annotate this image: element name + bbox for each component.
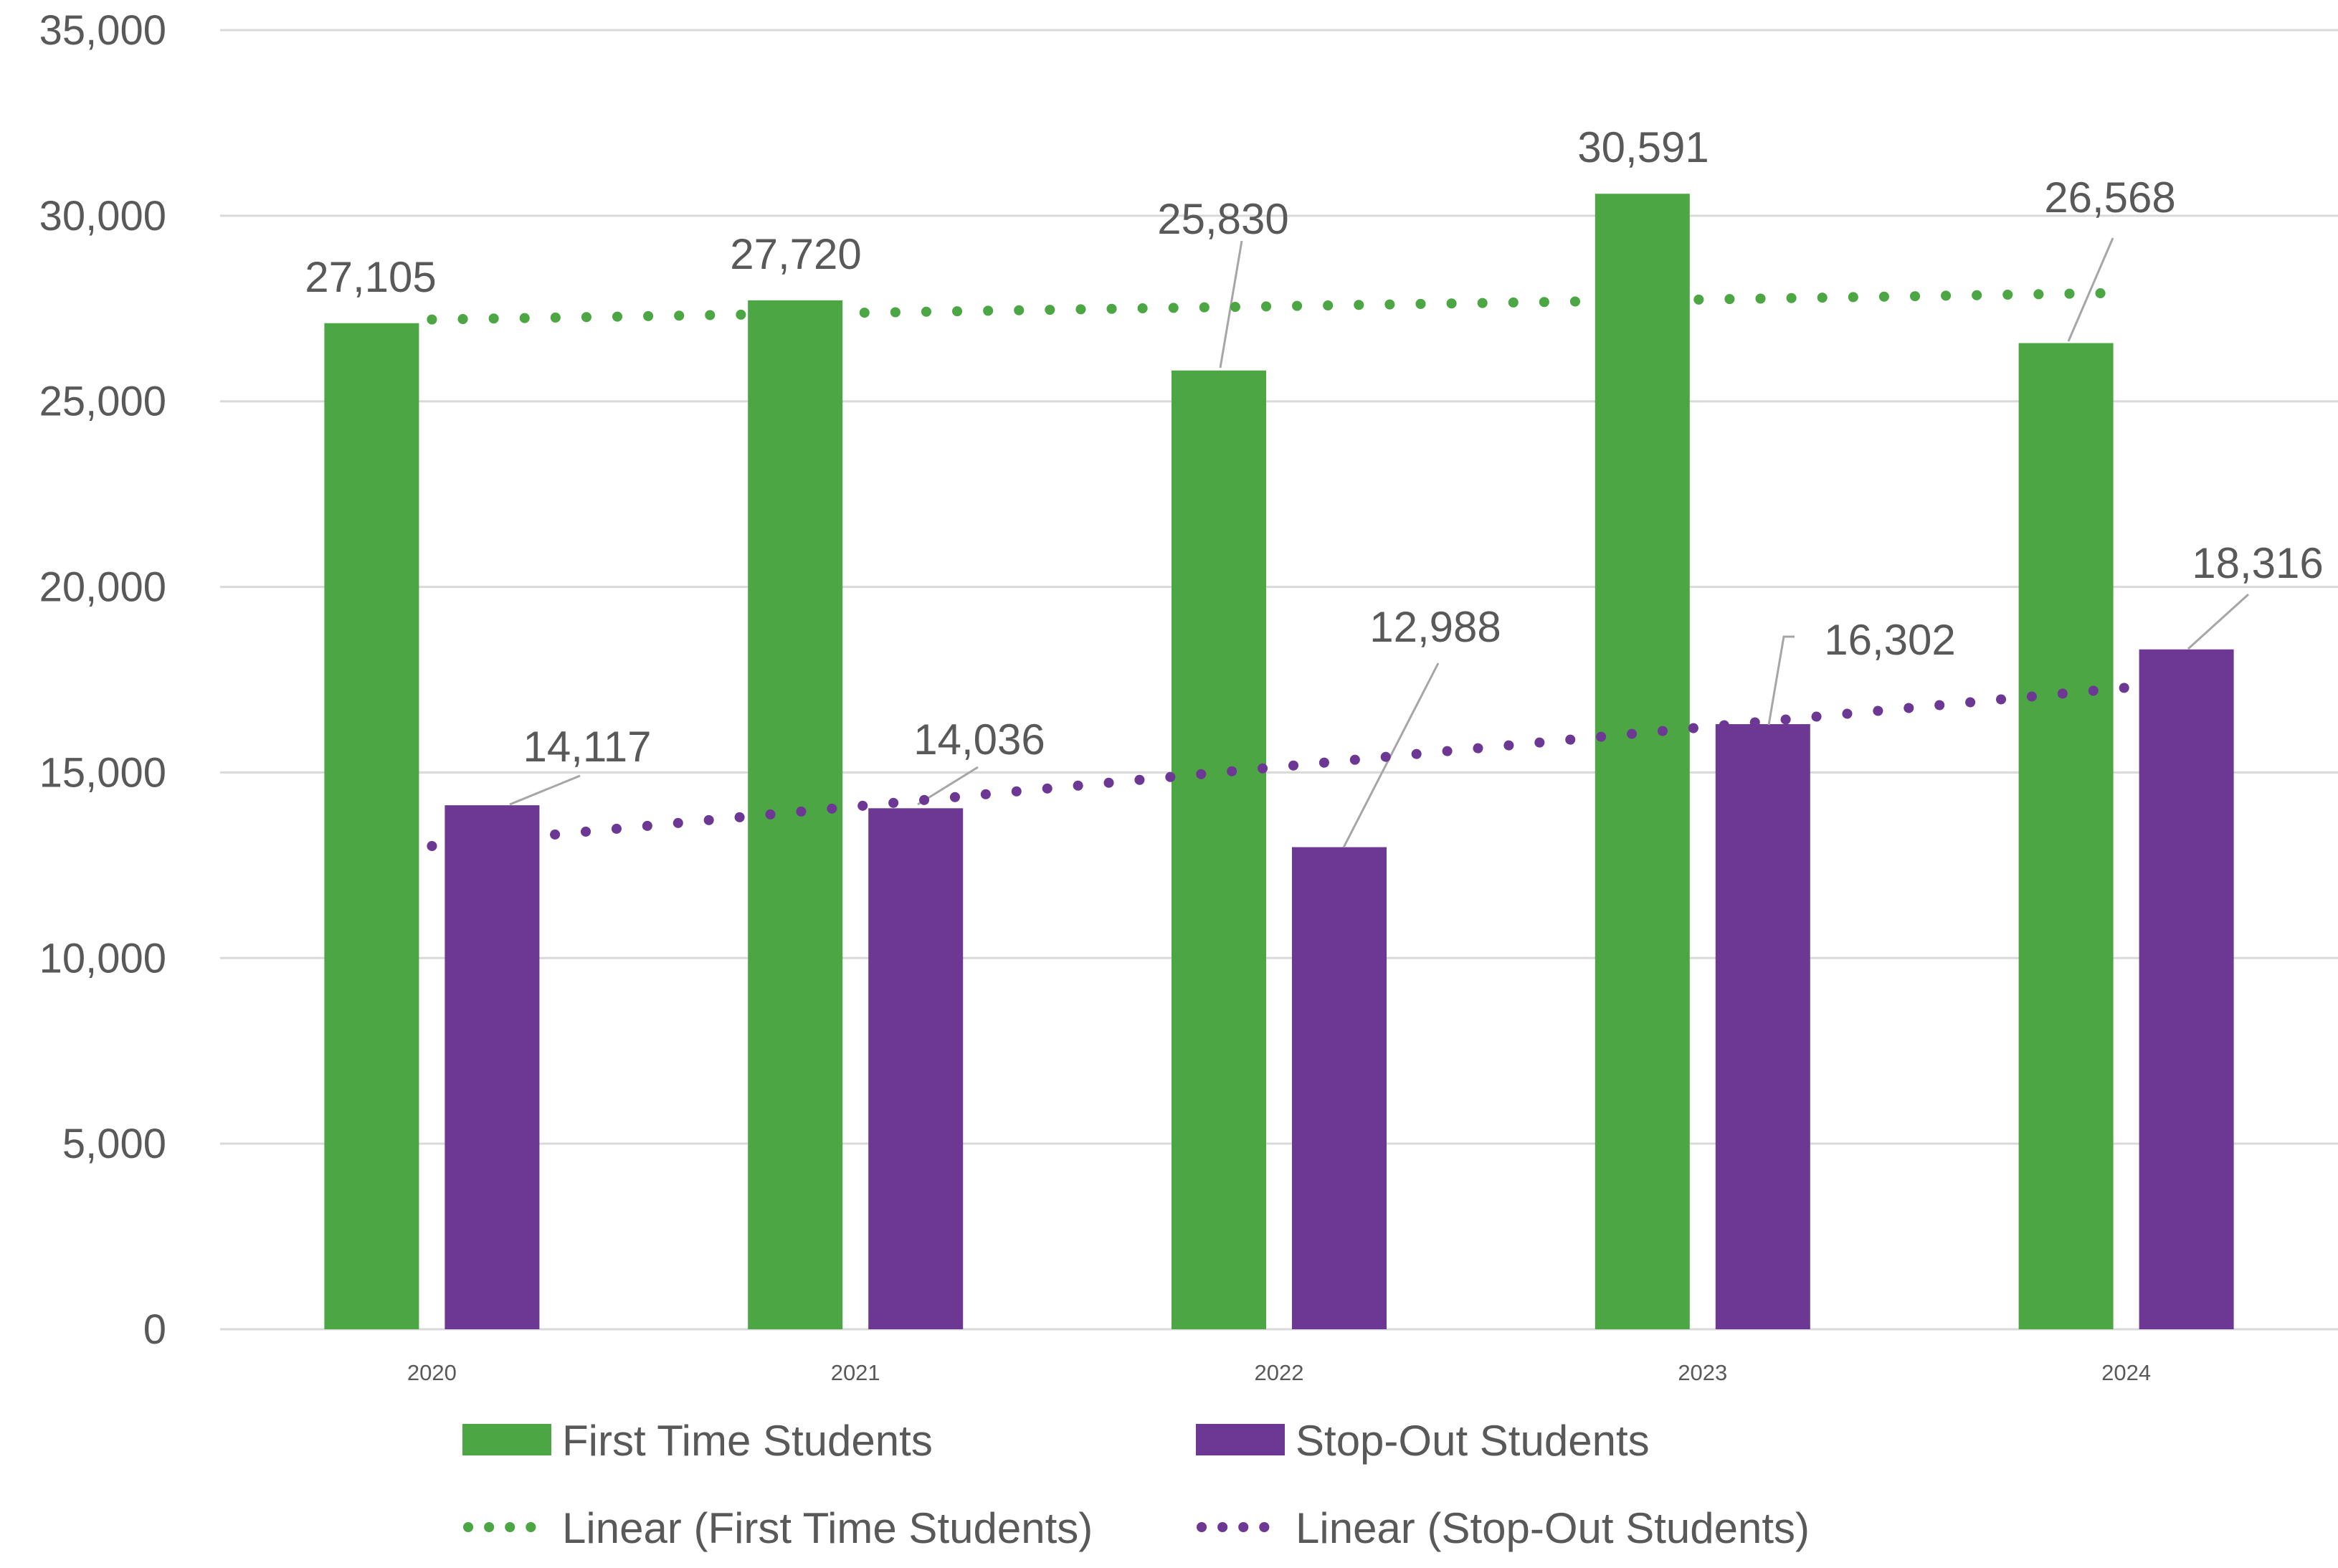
- data-label: 27,720: [730, 230, 862, 278]
- data-label: 14,117: [523, 723, 651, 771]
- legend-linear-stop-out: Linear (Stop-Out Students): [1197, 1504, 1810, 1552]
- legend-swatch: [462, 1424, 551, 1455]
- data-label: 14,036: [913, 716, 1045, 764]
- x-tick-label: 2020: [407, 1360, 457, 1385]
- leader-line: [1767, 635, 1795, 726]
- y-tick-label: 30,000: [39, 193, 166, 239]
- bars: [324, 194, 2234, 1330]
- x-tick-label: 2022: [1255, 1360, 1304, 1385]
- trendline-stop-out: [427, 683, 2132, 851]
- y-axis-ticks: 0 5,000 10,000 15,000 20,000 25,000 30,000 35,0…: [39, 7, 166, 1353]
- x-axis-ticks: 2020 2021 2022 2023 2024: [407, 1360, 2151, 1385]
- legend-linear-first-time: Linear (First Time Students): [463, 1504, 1093, 1552]
- trendline-first-time: [427, 288, 2132, 325]
- leader-line: [2067, 237, 2114, 342]
- bar-first-time-2024: [2018, 343, 2114, 1330]
- y-tick-label: 20,000: [39, 564, 166, 611]
- trendlines: [427, 288, 2132, 851]
- leader-line: [2187, 593, 2250, 650]
- bar-stop-out-2023: [1715, 724, 1810, 1329]
- bar-first-time-2023: [1595, 194, 1690, 1329]
- legend-swatch: [1196, 1424, 1285, 1455]
- data-label: 12,988: [1369, 603, 1501, 651]
- legend-first-time: First Time Students: [462, 1417, 933, 1465]
- y-tick-label: 0: [143, 1306, 166, 1353]
- data-label: 25,830: [1157, 195, 1289, 243]
- legend: First Time Students Stop-Out Students Line…: [462, 1417, 1810, 1552]
- data-label-leader-lines: [509, 237, 2250, 848]
- data-label: 16,302: [1824, 616, 1956, 664]
- legend-label: Stop-Out Students: [1296, 1417, 1650, 1465]
- leader-line: [1342, 662, 1440, 848]
- data-label: 30,591: [1577, 123, 1709, 171]
- bar-stop-out-2024: [2139, 649, 2234, 1329]
- data-label: 26,568: [2044, 174, 2176, 222]
- bar-first-time-2020: [324, 323, 419, 1329]
- bar-stop-out-2020: [445, 805, 540, 1329]
- bar-stop-out-2021: [868, 808, 964, 1329]
- x-tick-label: 2023: [1678, 1360, 1727, 1385]
- x-tick-label: 2024: [2101, 1360, 2151, 1385]
- leader-line: [509, 774, 581, 806]
- gridlines: [220, 29, 2338, 1331]
- bar-first-time-2022: [1172, 370, 1266, 1329]
- y-tick-label: 25,000: [39, 379, 166, 425]
- legend-label: Linear (Stop-Out Students): [1296, 1504, 1810, 1552]
- y-tick-label: 35,000: [39, 7, 166, 54]
- x-tick-label: 2021: [831, 1360, 880, 1385]
- legend-stop-out: Stop-Out Students: [1196, 1417, 1650, 1465]
- legend-label: Linear (First Time Students): [562, 1504, 1093, 1552]
- data-label: 27,105: [305, 253, 437, 301]
- bar-stop-out-2022: [1292, 847, 1387, 1329]
- data-label: 18,316: [2192, 539, 2324, 587]
- legend-label: First Time Students: [562, 1417, 933, 1465]
- y-tick-label: 5,000: [62, 1121, 166, 1167]
- data-labels: 27,105 27,720 25,830 30,591 26,568 14,117 14,0…: [305, 123, 2324, 771]
- y-tick-label: 15,000: [39, 749, 166, 796]
- y-tick-label: 10,000: [39, 935, 166, 982]
- bar-first-time-2021: [748, 300, 843, 1329]
